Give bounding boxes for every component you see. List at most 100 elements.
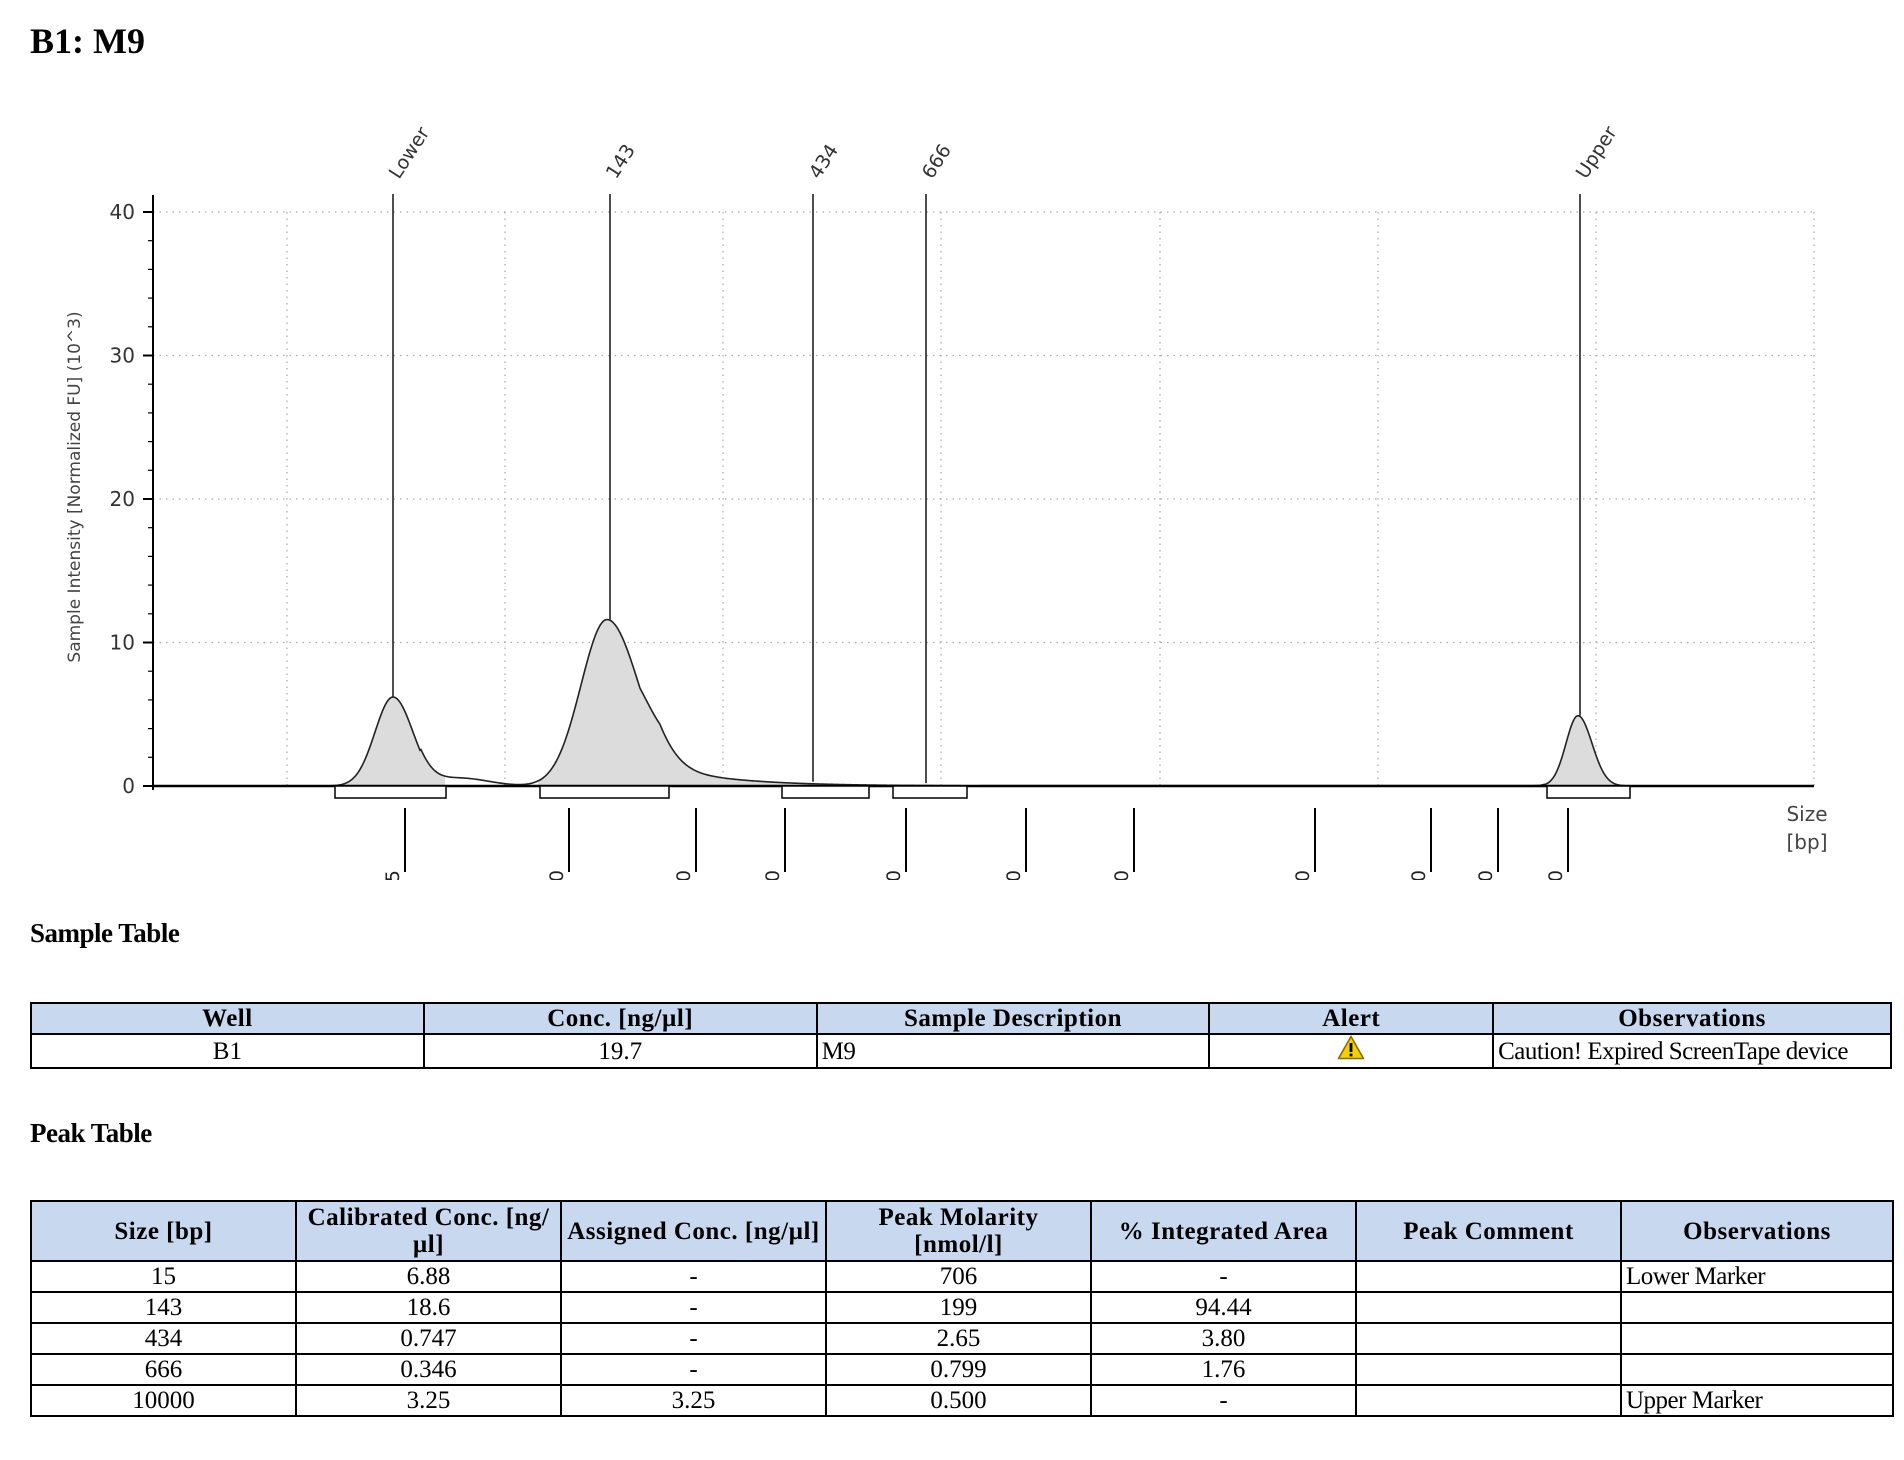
alert-cell bbox=[1208, 1032, 1495, 1070]
peak-comment-cell bbox=[1355, 1384, 1622, 1417]
peak-table: Size [bp] Calibrated Conc. [ng/µl] Assig… bbox=[30, 1200, 1894, 1417]
peak-label: 143 bbox=[602, 140, 640, 182]
observations-cell: Lower Marker bbox=[1620, 1260, 1894, 1293]
x-tick-label: 250 bbox=[673, 870, 695, 880]
header-calibrated-conc: Calibrated Conc. [ng/µl] bbox=[295, 1200, 562, 1262]
integrated-area-cell: 1.76 bbox=[1090, 1353, 1357, 1386]
well-cell: B1 bbox=[30, 1032, 425, 1070]
integrated-area-cell: 94.44 bbox=[1090, 1291, 1357, 1324]
peak-label: 434 bbox=[805, 140, 843, 182]
x-tick-label: 5000 bbox=[1475, 870, 1497, 880]
observations-cell bbox=[1620, 1353, 1894, 1386]
calibrated-conc-cell: 18.6 bbox=[295, 1291, 562, 1324]
y-tick-label: 30 bbox=[110, 344, 135, 368]
table-row: 434 0.747-2.65 3.80 bbox=[30, 1322, 1894, 1355]
y-tick-label: 20 bbox=[110, 487, 135, 511]
x-axis-unit: [bp] bbox=[1787, 830, 1828, 854]
observations-cell: Upper Marker bbox=[1620, 1384, 1894, 1417]
y-tick-label: 10 bbox=[110, 631, 135, 655]
calibrated-conc-cell: 6.88 bbox=[295, 1260, 562, 1293]
size-cell: 10000 bbox=[30, 1384, 297, 1417]
peak-table-title: Peak Table bbox=[30, 1118, 152, 1148]
header-alert: Alert bbox=[1208, 1002, 1495, 1035]
integration-region-box bbox=[781, 785, 870, 799]
size-cell: 15 bbox=[30, 1260, 297, 1293]
size-cell: 666 bbox=[30, 1353, 297, 1386]
table-row: 15 6.88-706- Lower Marker bbox=[30, 1260, 1894, 1293]
peak-molarity-cell: 0.500 bbox=[825, 1384, 1092, 1417]
y-tick-label: 0 bbox=[122, 774, 135, 798]
peak-molarity-cell: 2.65 bbox=[825, 1322, 1092, 1355]
header-assigned-conc: Assigned Conc. [ng/µl] bbox=[560, 1200, 827, 1262]
peak-molarity-cell: 199 bbox=[825, 1291, 1092, 1324]
x-axis-label: Size bbox=[1786, 802, 1827, 826]
header-conc: Conc. [ng/µl] bbox=[422, 1002, 818, 1035]
size-cell: 434 bbox=[30, 1322, 297, 1355]
table-row: 143 18.6-199 94.44 bbox=[30, 1291, 1894, 1324]
peak-label: 666 bbox=[918, 140, 956, 182]
x-tick-label: 2500 bbox=[1292, 870, 1314, 880]
observations-cell bbox=[1620, 1291, 1894, 1324]
table-row: 666 0.346-0.799 1.76 bbox=[30, 1353, 1894, 1386]
table-row: 10000 3.25 3.25 0.500- Upper Marker bbox=[30, 1384, 1894, 1417]
integrated-area-cell: - bbox=[1090, 1260, 1357, 1293]
header-size: Size [bp] bbox=[30, 1200, 297, 1262]
integration-region-box bbox=[539, 785, 670, 799]
chart-gridlines bbox=[153, 211, 1815, 786]
header-peak-molarity: Peak Molarity [nmol/l] bbox=[825, 1200, 1092, 1262]
sample-table-header-row: Well Conc. [ng/µl] Sample Description Al… bbox=[30, 1002, 1892, 1035]
peak-molarity-cell: 0.799 bbox=[825, 1353, 1092, 1386]
table-row: B1 19.7 M9 Caution! Expired ScreenTape d… bbox=[30, 1032, 1892, 1070]
integrated-area-cell: 3.80 bbox=[1090, 1322, 1357, 1355]
electropherogram-chart: 0 10 20 30 40 15 100 250 400 600 1000 1500 2500 3500… bbox=[65, 122, 1828, 880]
header-well: Well bbox=[30, 1002, 425, 1035]
peak-table-header-row: Size [bp] Calibrated Conc. [ng/µl] Assig… bbox=[30, 1200, 1894, 1262]
integration-region-box bbox=[1546, 785, 1631, 799]
peak-comment-cell bbox=[1355, 1322, 1622, 1355]
integrated-area-cell: - bbox=[1090, 1384, 1357, 1417]
assigned-conc-cell: - bbox=[560, 1260, 827, 1293]
peak-markers: Lower 143 434 666 Upper bbox=[385, 122, 1622, 784]
assigned-conc-cell: 3.25 bbox=[560, 1384, 827, 1417]
x-tick-label: 15 bbox=[382, 870, 404, 880]
x-tick-label: 400 bbox=[762, 870, 784, 880]
x-tick-label: 3500 bbox=[1408, 870, 1430, 880]
y-tick-labels: 0 10 20 30 40 bbox=[110, 200, 135, 798]
peak-comment-cell bbox=[1355, 1353, 1622, 1386]
report-title: B1: M9 bbox=[30, 21, 145, 61]
observations-cell bbox=[1620, 1322, 1894, 1355]
calibrated-conc-cell: 0.747 bbox=[295, 1322, 562, 1355]
x-tick-labels: 15 100 250 400 600 1000 1500 2500 3500 5000 10000 bbox=[334, 785, 1631, 880]
calibrated-conc-cell: 3.25 bbox=[295, 1384, 562, 1417]
y-axis-label: Sample Intensity [Normalized FU] (10^3) bbox=[65, 311, 85, 662]
peak-comment-cell bbox=[1355, 1291, 1622, 1324]
peak-comment-cell bbox=[1355, 1260, 1622, 1293]
assigned-conc-cell: - bbox=[560, 1291, 827, 1324]
peak-area-fill bbox=[1540, 715, 1622, 786]
integration-region-box bbox=[334, 785, 447, 799]
x-tick-label: 10000 bbox=[1545, 870, 1567, 880]
x-tick-label: 1500 bbox=[1111, 870, 1133, 880]
description-cell: M9 bbox=[815, 1032, 1211, 1070]
observations-cell: Caution! Expired ScreenTape device bbox=[1492, 1032, 1892, 1070]
header-peak-comment: Peak Comment bbox=[1355, 1200, 1622, 1262]
integration-region-box bbox=[892, 785, 968, 799]
header-observations: Observations bbox=[1492, 1002, 1892, 1035]
warning-icon bbox=[1337, 1036, 1365, 1066]
calibrated-conc-cell: 0.346 bbox=[295, 1353, 562, 1386]
chart-trace-layer bbox=[172, 618, 1812, 787]
sample-table: Well Conc. [ng/µl] Sample Description Al… bbox=[30, 1002, 1892, 1070]
peak-label: Lower bbox=[385, 123, 435, 183]
peak-area-fill bbox=[538, 619, 945, 786]
conc-cell: 19.7 bbox=[422, 1032, 818, 1070]
y-tick-label: 40 bbox=[110, 200, 135, 224]
header-sample-description: Sample Description bbox=[815, 1002, 1211, 1035]
x-tick-label: 100 bbox=[546, 870, 568, 880]
peak-molarity-cell: 706 bbox=[825, 1260, 1092, 1293]
assigned-conc-cell: - bbox=[560, 1353, 827, 1386]
size-cell: 143 bbox=[30, 1291, 297, 1324]
peak-label: Upper bbox=[1572, 122, 1622, 182]
x-tick-label: 1000 bbox=[1003, 870, 1025, 880]
assigned-conc-cell: - bbox=[560, 1322, 827, 1355]
header-observations: Observations bbox=[1620, 1200, 1894, 1262]
